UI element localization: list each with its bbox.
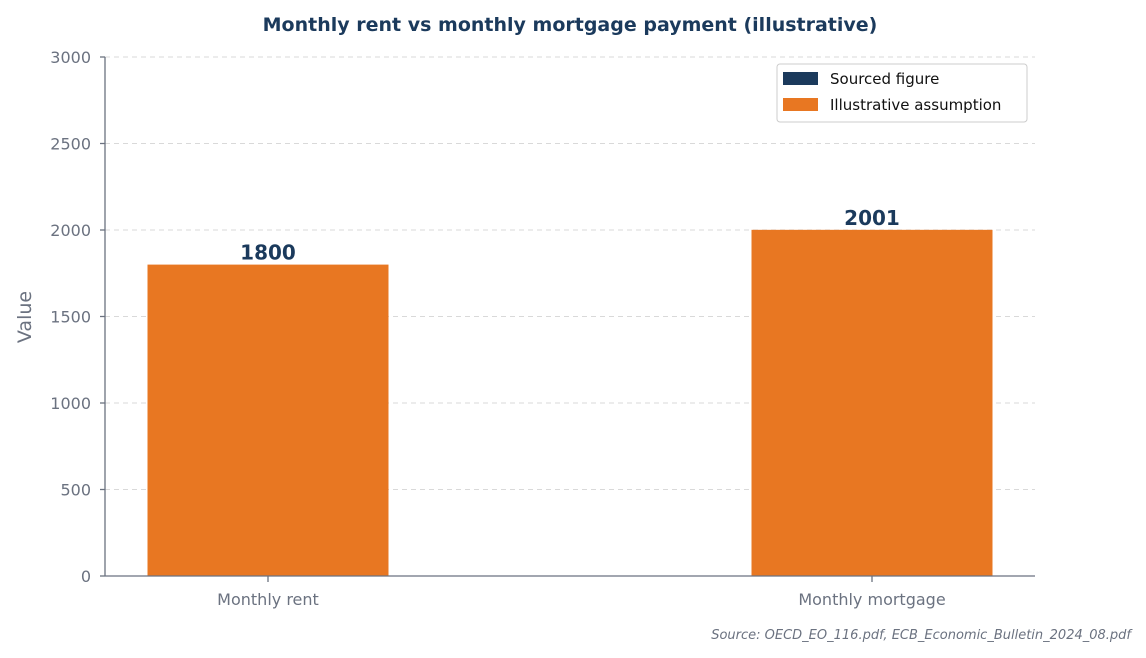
y-tick-label: 1000: [50, 394, 91, 413]
y-tick-label: 1500: [50, 308, 91, 327]
x-tick-label: Monthly mortgage: [798, 590, 945, 609]
bar-value-label: 1800: [240, 241, 296, 265]
y-tick-label: 2000: [50, 221, 91, 240]
legend-label-assumption: Illustrative assumption: [830, 96, 1001, 114]
y-tick-label: 500: [60, 481, 91, 500]
legend-swatch-assumption: [783, 98, 818, 111]
bar-value-label: 2001: [844, 206, 900, 230]
source-note: Source: OECD_EO_116.pdf, ECB_Economic_Bu…: [711, 628, 1133, 643]
chart-title: Monthly rent vs monthly mortgage payment…: [263, 14, 878, 36]
x-tick-label: Monthly rent: [217, 590, 319, 609]
y-tick-label: 3000: [50, 48, 91, 67]
legend: Sourced figure Illustrative assumption: [776, 63, 1028, 123]
y-axis-ticks: 0 500 1000 1500 2000 2500 3000: [50, 48, 105, 586]
legend-box: [776, 63, 1028, 123]
legend-label-sourced: Sourced figure: [830, 70, 939, 88]
bars: [147, 229, 993, 576]
bar: [147, 264, 389, 576]
legend-swatch-sourced: [783, 72, 818, 85]
y-axis-label: Value: [14, 291, 36, 343]
y-tick-label: 0: [81, 567, 91, 586]
x-axis-ticks: Monthly rent Monthly mortgage: [217, 576, 946, 609]
data-labels: 1800 2001: [240, 206, 900, 265]
y-tick-label: 2500: [50, 135, 91, 154]
bar: [751, 229, 993, 576]
